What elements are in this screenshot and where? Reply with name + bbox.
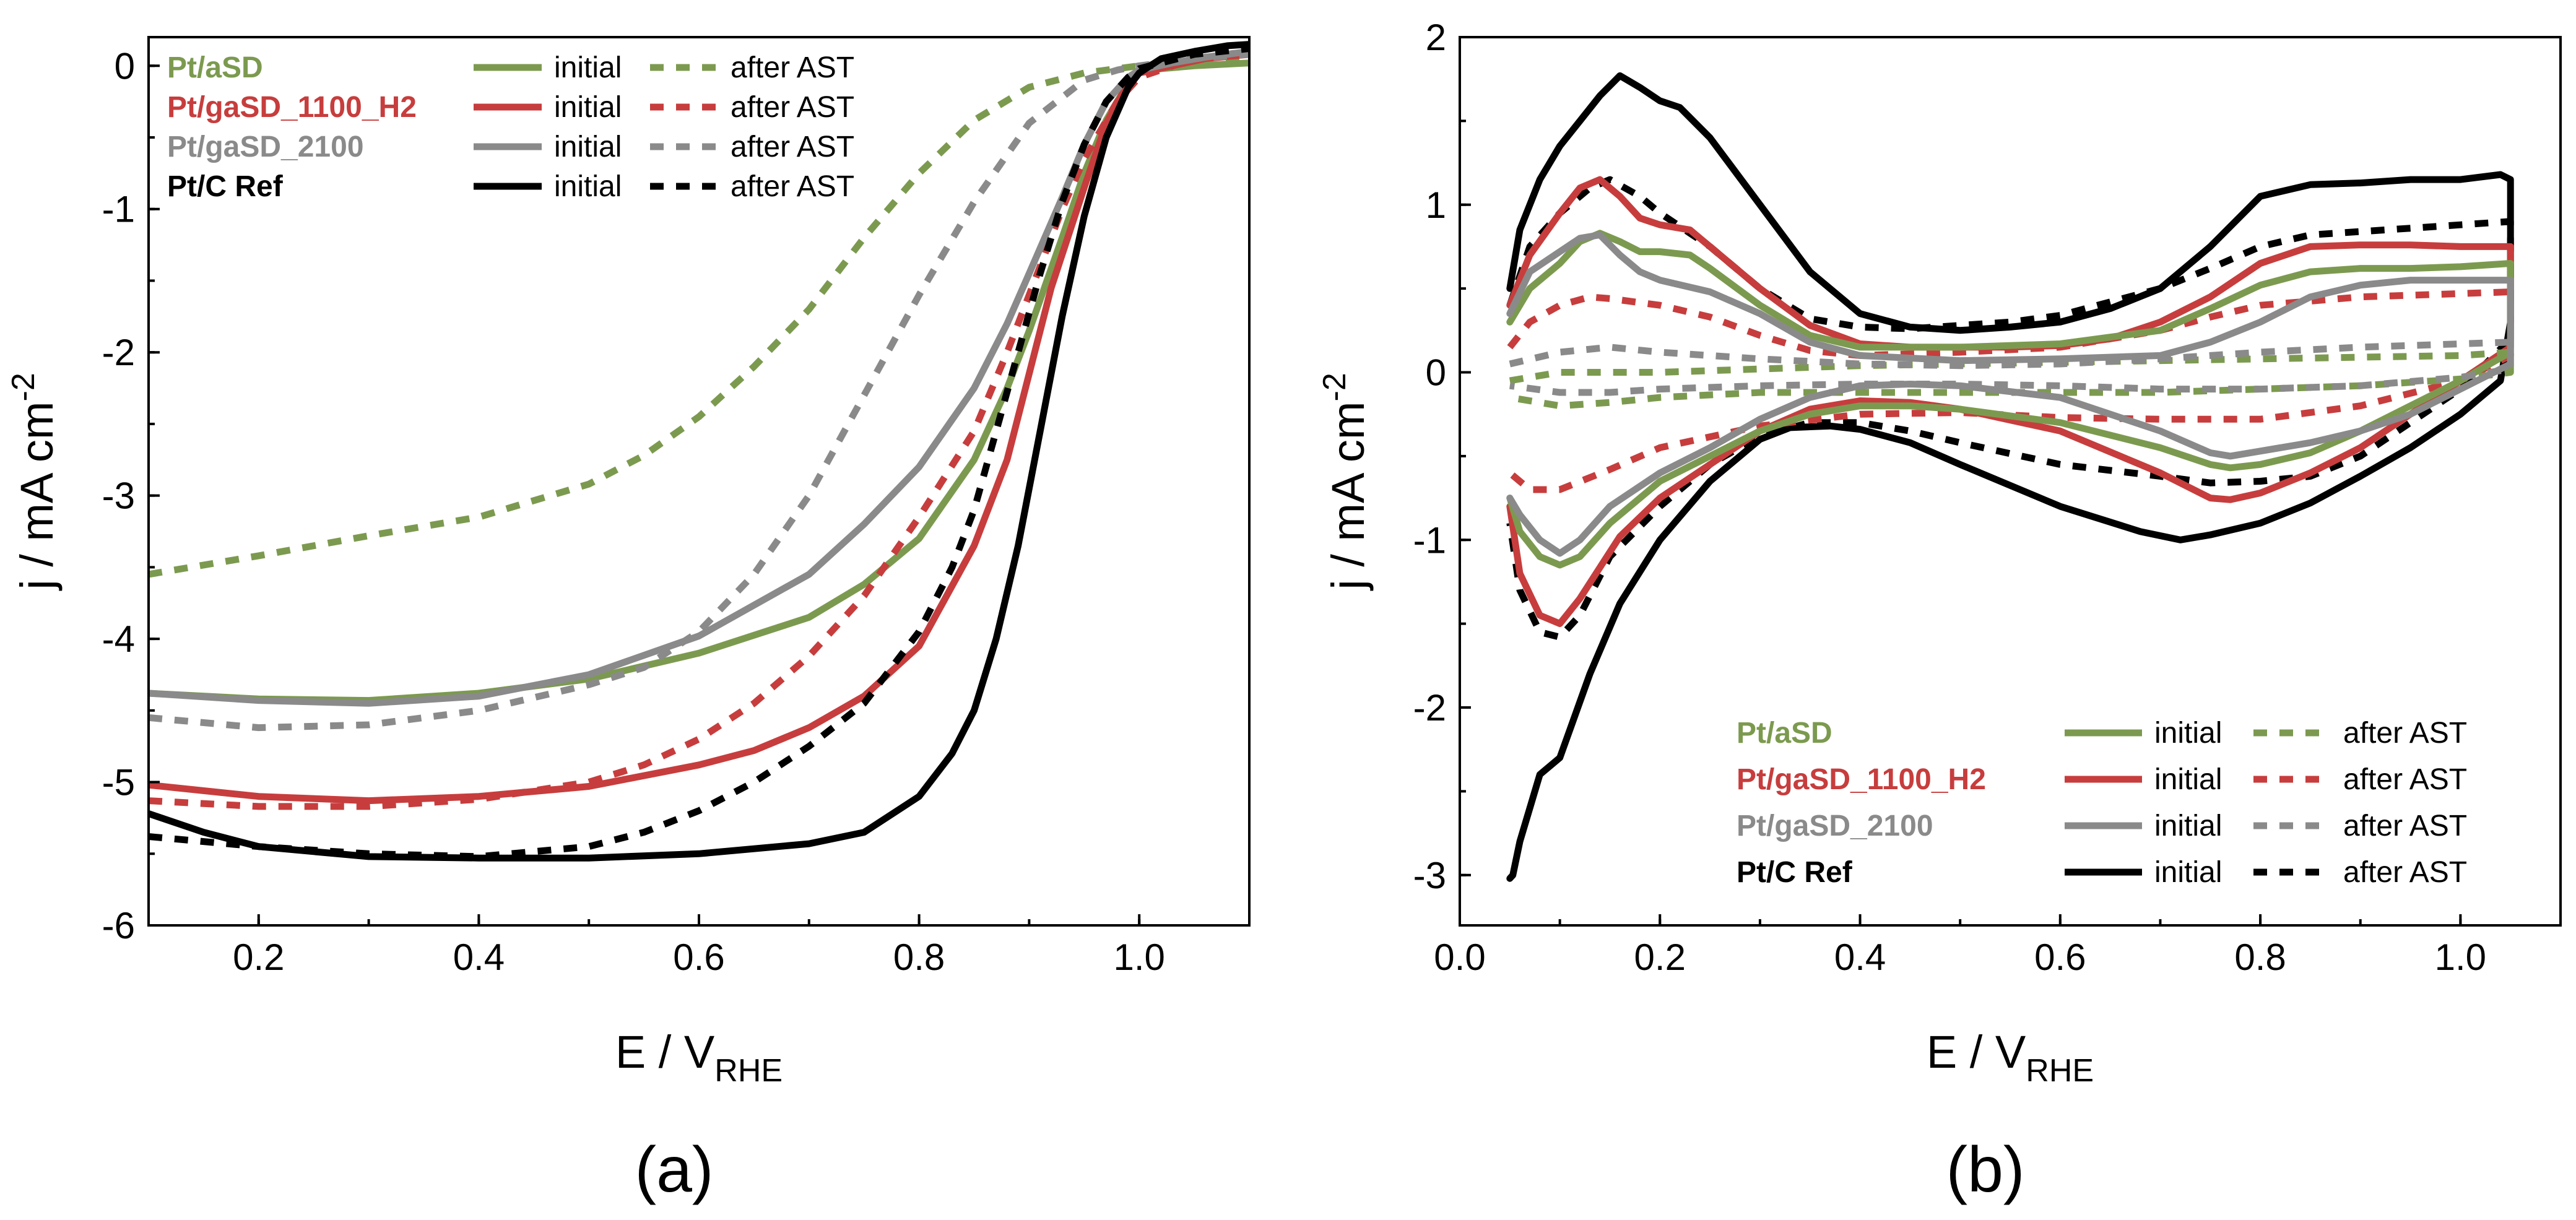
panel-b-legend-after-label: after AST [2343, 856, 2467, 889]
panel-a-legend-name: Pt/gaSD_2100 [167, 131, 364, 163]
panel-a-ticks: 0.2 0.4 0.6 0.8 1.0 0 -1 -2 -3 -4 -5 -6 [102, 45, 1251, 978]
panel-a-legend-initial-label: initial [554, 51, 622, 84]
panel-b-plot-frame [1459, 36, 2562, 927]
panel-b-x-tick-label: 0.4 [1834, 937, 1886, 978]
panel-a-legend-after-label: after AST [731, 131, 854, 163]
panel-a-series-7 [149, 45, 1249, 860]
panel-b-x-tick-label: 1.0 [2435, 937, 2486, 978]
panel-a-legend-initial-label: initial [554, 170, 622, 203]
panel-b-legend-name: Pt/gaSD_2100 [1737, 810, 1933, 842]
panel-a-legend-initial-label: initial [554, 131, 622, 163]
panel-b-y-tick-label: -1 [1413, 519, 1446, 561]
panel-a-y-axis-title: j / mA cm-2 [6, 373, 63, 591]
panel-b-ticks: 0.0 0.2 0.4 0.6 0.8 1.0 2 1 0 -1 -2 -3 [1413, 17, 2562, 978]
panel-a-legend-name: Pt/aSD [167, 51, 263, 84]
panel-a-y-tick-label: -5 [102, 762, 135, 803]
panel-a-legend-name: Pt/C Ref [167, 170, 284, 203]
panel-a-series-layer [149, 41, 1249, 862]
panel-b-x-axis-title: E / VRHE [1927, 1026, 2094, 1089]
panel-a-x-tick-label: 0.4 [453, 937, 505, 978]
panel-a-legend-after-label: after AST [731, 51, 854, 84]
panel-b-legend-name: Pt/gaSD_1100_H2 [1737, 763, 1986, 796]
panel-a-x-axis-title: E / VRHE [615, 1026, 783, 1089]
panel-b-legend-after-label: after AST [2343, 717, 2467, 750]
panel-b-series-layer [1506, 72, 2514, 882]
panel-b-series-0 [1506, 72, 2514, 882]
panel-b-legend-initial-label: initial [2154, 856, 2222, 889]
panel-a-y-tick-label: -4 [102, 618, 135, 660]
panel-b-legend-initial-label: initial [2154, 763, 2222, 796]
panel-b-x-tick-label: 0.8 [2234, 937, 2286, 978]
panel-a-y-tick-label: -1 [102, 189, 135, 230]
panel-a-series-1 [149, 55, 1249, 578]
panel-b-y-tick-label: -3 [1413, 855, 1446, 896]
panel-a-legend-after-label: after AST [731, 170, 854, 203]
panel-b-series-5 [1509, 348, 2514, 410]
panel-a-legend-name: Pt/gaSD_1100_H2 [167, 91, 417, 124]
panel-b-x-tick-label: 0.2 [1634, 937, 1686, 978]
panel-a-y-tick-label: -2 [102, 332, 135, 373]
panel-b-y-tick-label: -2 [1413, 687, 1446, 729]
panel-b-legend-after-label: after AST [2343, 810, 2467, 842]
panel-b-y-tick-label: 0 [1426, 352, 1446, 394]
panel-b-chart: 0.0 0.2 0.4 0.6 0.8 1.0 2 1 0 -1 -2 -3 E / VRHE j /… [1317, 17, 2562, 1206]
panel-b-legend-initial-label: initial [2154, 717, 2222, 750]
panel-a-x-tick-label: 0.2 [233, 937, 284, 978]
panel-b-legend-name: Pt/aSD [1737, 717, 1832, 750]
panel-a-label: (a) [635, 1134, 713, 1206]
panel-b-legend-after-label: after AST [2343, 763, 2467, 796]
panel-b-legend-name: Pt/C Ref [1737, 856, 1853, 889]
panel-b-label: (b) [1946, 1134, 2024, 1206]
panel-a-y-tick-label: -6 [102, 905, 135, 946]
panel-b-x-tick-label: 0.0 [1434, 937, 1485, 978]
panel-b-x-tick-label: 0.6 [2034, 937, 2086, 978]
panel-b-legend-initial-label: initial [2154, 810, 2222, 842]
panel-b-y-tick-label: 1 [1426, 184, 1446, 226]
panel-a-series-5 [149, 51, 1249, 732]
panel-a-x-tick-label: 0.8 [893, 937, 945, 978]
panel-a-series-3 [149, 48, 1249, 810]
panel-b-series-7 [1509, 339, 2514, 396]
panel-b-y-tick-label: 2 [1426, 17, 1446, 58]
panel-b-y-axis-title: j / mA cm-2 [1317, 373, 1374, 591]
panel-a-legend-after-label: after AST [731, 91, 854, 124]
panel-a-y-tick-label: -3 [102, 475, 135, 517]
panel-a-x-tick-label: 0.6 [673, 937, 724, 978]
panel-a-chart: 0.2 0.4 0.6 0.8 1.0 0 -1 -2 -3 -4 -5 -6 E / VRHE j … [6, 36, 1251, 1206]
panel-a-legend-initial-label: initial [554, 91, 622, 124]
panel-b-series-2 [1506, 176, 2514, 628]
panel-a-x-tick-label: 1.0 [1113, 937, 1164, 978]
panel-a-y-tick-label: 0 [115, 45, 135, 87]
